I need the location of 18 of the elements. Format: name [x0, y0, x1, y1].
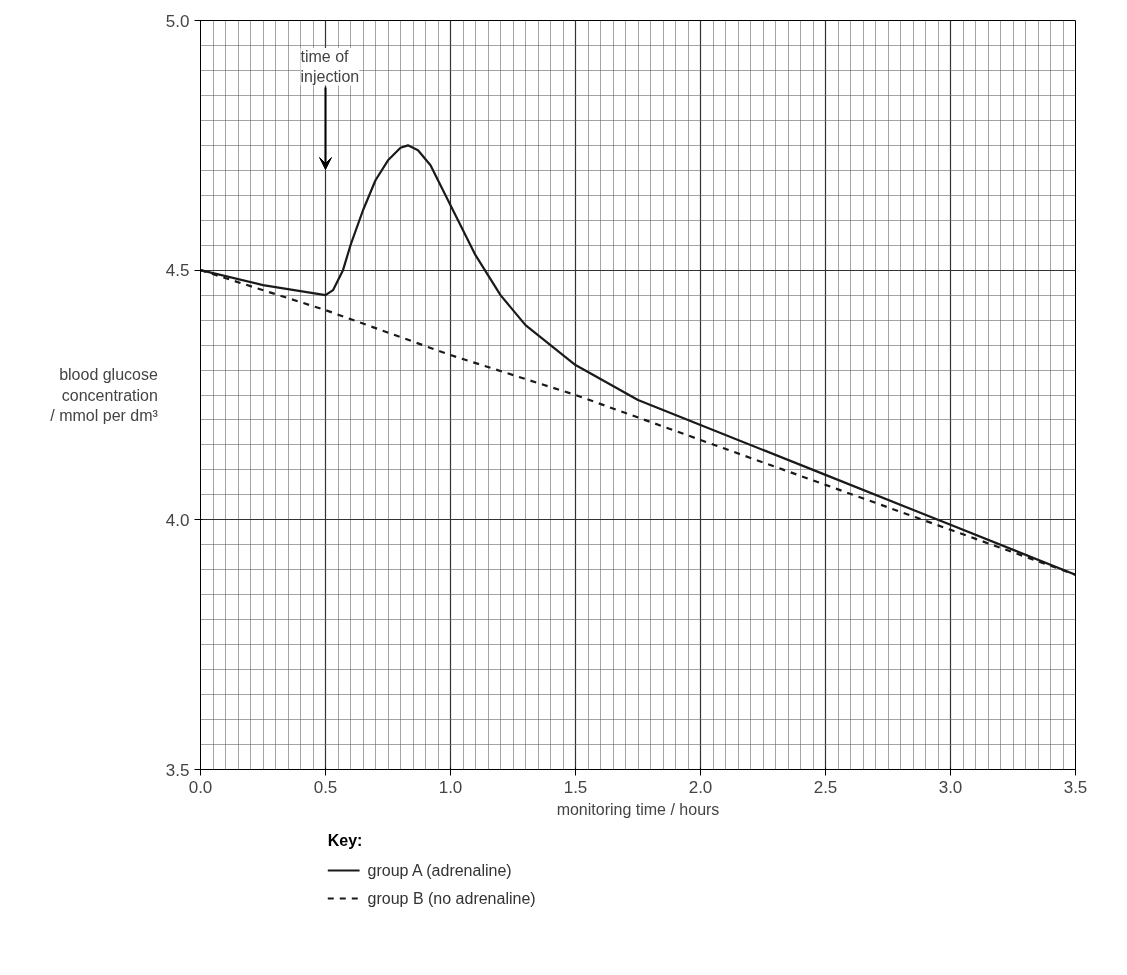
x-tick-label: 2.0 [688, 777, 713, 797]
x-tick-label: 1.0 [438, 777, 463, 797]
y-axis-title: blood glucose concentration / mmol per dm³ [50, 366, 159, 424]
x-tick-label: 0.0 [188, 777, 213, 797]
legend-title: Key: [327, 832, 363, 849]
legend-label: group B (no adrenaline) [367, 890, 536, 907]
x-tick-label: 1.5 [563, 777, 588, 797]
x-tick-label: 0.5 [313, 777, 338, 797]
x-tick-label: 3.5 [1063, 777, 1088, 797]
x-axis-title: monitoring time / hours [556, 800, 720, 818]
annotation: time of injection [300, 48, 360, 86]
y-tick-label: 5.0 [165, 11, 190, 31]
legend-label: group A (adrenaline) [367, 862, 512, 879]
y-tick-label: 4.5 [165, 261, 190, 281]
y-tick-label: 3.5 [165, 760, 190, 780]
x-tick-label: 2.5 [813, 777, 838, 797]
y-tick-label: 4.0 [165, 510, 190, 530]
x-tick-label: 3.0 [938, 777, 963, 797]
